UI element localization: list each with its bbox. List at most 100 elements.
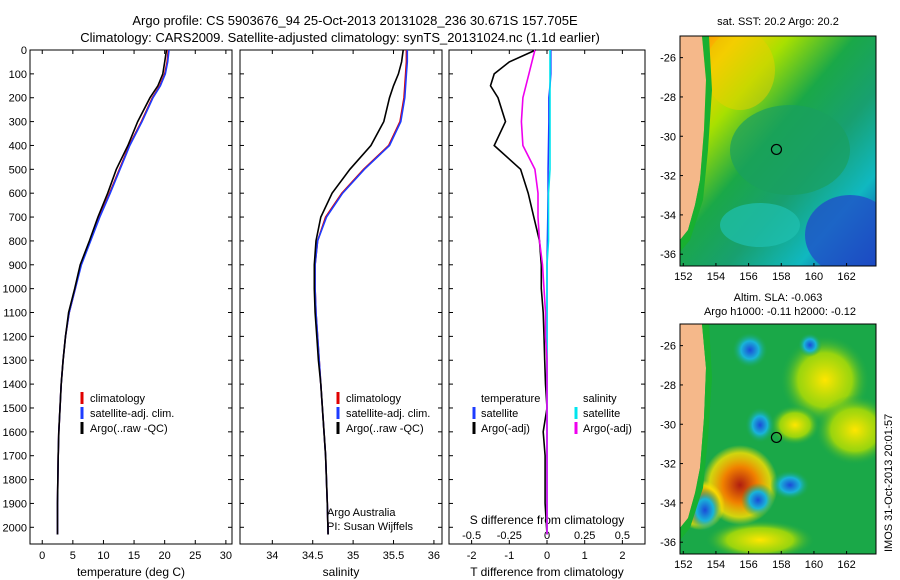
header-line-1: Argo profile: CS 5903676_94 25-Oct-2013 … <box>132 13 578 28</box>
x-tick-label: 0 <box>544 550 550 562</box>
temperature-legend: climatology satellite-adj. clim. Argo(..… <box>80 392 174 435</box>
x-tick-label: 30 <box>220 550 232 562</box>
map-y-tick-label: -36 <box>660 537 676 549</box>
map-x-tick-label: 156 <box>739 271 757 283</box>
map-y-tick-label: -26 <box>660 341 676 353</box>
sla-map-title-2: Argo h1000: -0.11 h2000: -0.12 <box>704 306 856 318</box>
map-y-tick-label: -28 <box>660 92 676 104</box>
x-tick-label: -1 <box>504 550 514 562</box>
y-tick-label: 200 <box>9 93 27 105</box>
salinity-xlabel: salinity <box>323 565 360 579</box>
legend-climatology-label: climatology <box>346 393 402 405</box>
x-tick-label: 1 <box>582 550 588 562</box>
map-y-tick-label: -26 <box>660 53 676 65</box>
sla-map: Altim. SLA: -0.063 Argo h1000: -0.11 h20… <box>660 292 877 571</box>
sla-field <box>680 324 876 554</box>
pi-annotation: PI: Susan Wijffels <box>327 521 413 533</box>
y-tick-label: 500 <box>9 164 27 176</box>
y-tick-label: 2000 <box>3 522 27 534</box>
y-tick-label: 1600 <box>3 427 27 439</box>
legend-sal-argo-label: Argo(-adj) <box>583 423 632 435</box>
top-tick-label: 0 <box>544 530 550 542</box>
x-tick-label: 35.5 <box>383 550 404 562</box>
series-argo <box>313 49 404 535</box>
map-x-tick-label: 160 <box>805 271 823 283</box>
map-y-tick-label: -30 <box>660 131 676 143</box>
map-x-tick-label: 162 <box>837 559 855 571</box>
y-tick-label: 900 <box>9 260 27 272</box>
legend-temp-argo-label: Argo(-adj) <box>481 423 530 435</box>
map-x-tick-label: 152 <box>674 271 692 283</box>
y-tick-label: 1000 <box>3 284 27 296</box>
argo-australia-annotation: Argo Australia <box>327 507 396 519</box>
australia-landmass <box>680 36 706 240</box>
series-argo <box>56 49 168 535</box>
salinity-axes-frame <box>239 49 443 545</box>
salinity-legend: climatology satellite-adj. clim. Argo(..… <box>336 392 430 435</box>
legend-satellite-label: satellite-adj. clim. <box>346 408 430 420</box>
y-tick-label: 1100 <box>3 308 27 320</box>
top-tick-label: 0.5 <box>615 530 630 542</box>
y-tick-label: 400 <box>9 140 27 152</box>
difference-xlabel-bottom: T difference from climatology <box>470 565 624 579</box>
y-tick-label: 300 <box>9 117 27 129</box>
y-tick-label: 1900 <box>3 498 27 510</box>
x-tick-label: -2 <box>467 550 477 562</box>
legend-salinity-heading: salinity <box>583 393 617 405</box>
series-sal-argo <box>520 49 548 535</box>
sst-map: sat. SST: 20.2 Argo: 20.2 152 154 156 158 16… <box>660 16 877 283</box>
temperature-xlabel: temperature (deg C) <box>77 565 185 579</box>
argo-position-marker <box>770 143 783 156</box>
x-tick-label: 15 <box>128 550 140 562</box>
imos-timestamp: IMOS 31-Oct-2013 20:01:57 <box>883 414 895 552</box>
map-x-tick-label: 160 <box>805 559 823 571</box>
map-y-tick-label: -34 <box>660 498 676 510</box>
y-tick-label: 1400 <box>3 379 27 391</box>
sla-map-frame <box>679 323 877 555</box>
top-tick-label: -0.25 <box>497 530 522 542</box>
map-y-tick-label: -28 <box>660 380 676 392</box>
x-tick-label: 2 <box>619 550 625 562</box>
y-tick-label: 100 <box>9 69 27 81</box>
legend-sal-satellite-label: satellite <box>583 408 620 420</box>
australia-landmass <box>680 324 706 528</box>
map-x-tick-label: 158 <box>772 559 790 571</box>
top-tick-label: 0.25 <box>574 530 595 542</box>
header-line-2: Climatology: CARS2009. Satellite-adjuste… <box>80 30 600 45</box>
y-tick-label: 1300 <box>3 355 27 367</box>
y-tick-label: 1200 <box>3 331 27 343</box>
map-y-tick-label: -34 <box>660 210 676 222</box>
sst-map-title: sat. SST: 20.2 Argo: 20.2 <box>717 16 839 28</box>
difference-panel: T difference from climatology S differen… <box>448 49 646 579</box>
x-tick-label: 34 <box>266 550 278 562</box>
x-tick-label: 10 <box>97 550 109 562</box>
x-tick-label: 25 <box>189 550 201 562</box>
salinity-panel: salinity climatology satellite-adj. clim… <box>239 49 443 579</box>
map-x-tick-label: 154 <box>707 559 725 571</box>
series-temp-argo <box>489 49 548 535</box>
x-tick-label: 5 <box>70 550 76 562</box>
difference-legend: temperature salinity satellite Argo(-adj… <box>472 393 632 435</box>
argo-position-marker <box>770 431 783 444</box>
legend-argo-label: Argo(..raw -QC) <box>90 423 168 435</box>
legend-satellite-label: satellite-adj. clim. <box>90 408 174 420</box>
sla-map-title-1: Altim. SLA: -0.063 <box>734 292 823 304</box>
y-tick-label: 700 <box>9 212 27 224</box>
map-y-tick-label: -32 <box>660 171 676 183</box>
temperature-axes-frame <box>29 49 233 545</box>
map-x-tick-label: 158 <box>772 271 790 283</box>
temperature-panel: temperature (deg C) climatology satellit… <box>3 45 233 579</box>
series-climatology <box>314 50 408 535</box>
sst-field <box>680 36 876 266</box>
map-x-tick-label: 156 <box>739 559 757 571</box>
y-tick-label: 800 <box>9 236 27 248</box>
map-y-tick-label: -30 <box>660 419 676 431</box>
legend-temperature-heading: temperature <box>481 393 540 405</box>
y-tick-label: 1700 <box>3 451 27 463</box>
legend-temp-satellite-label: satellite <box>481 408 518 420</box>
x-tick-label: 34.5 <box>302 550 323 562</box>
y-tick-label: 600 <box>9 188 27 200</box>
x-tick-label: 20 <box>159 550 171 562</box>
top-tick-label: -0.5 <box>462 530 481 542</box>
